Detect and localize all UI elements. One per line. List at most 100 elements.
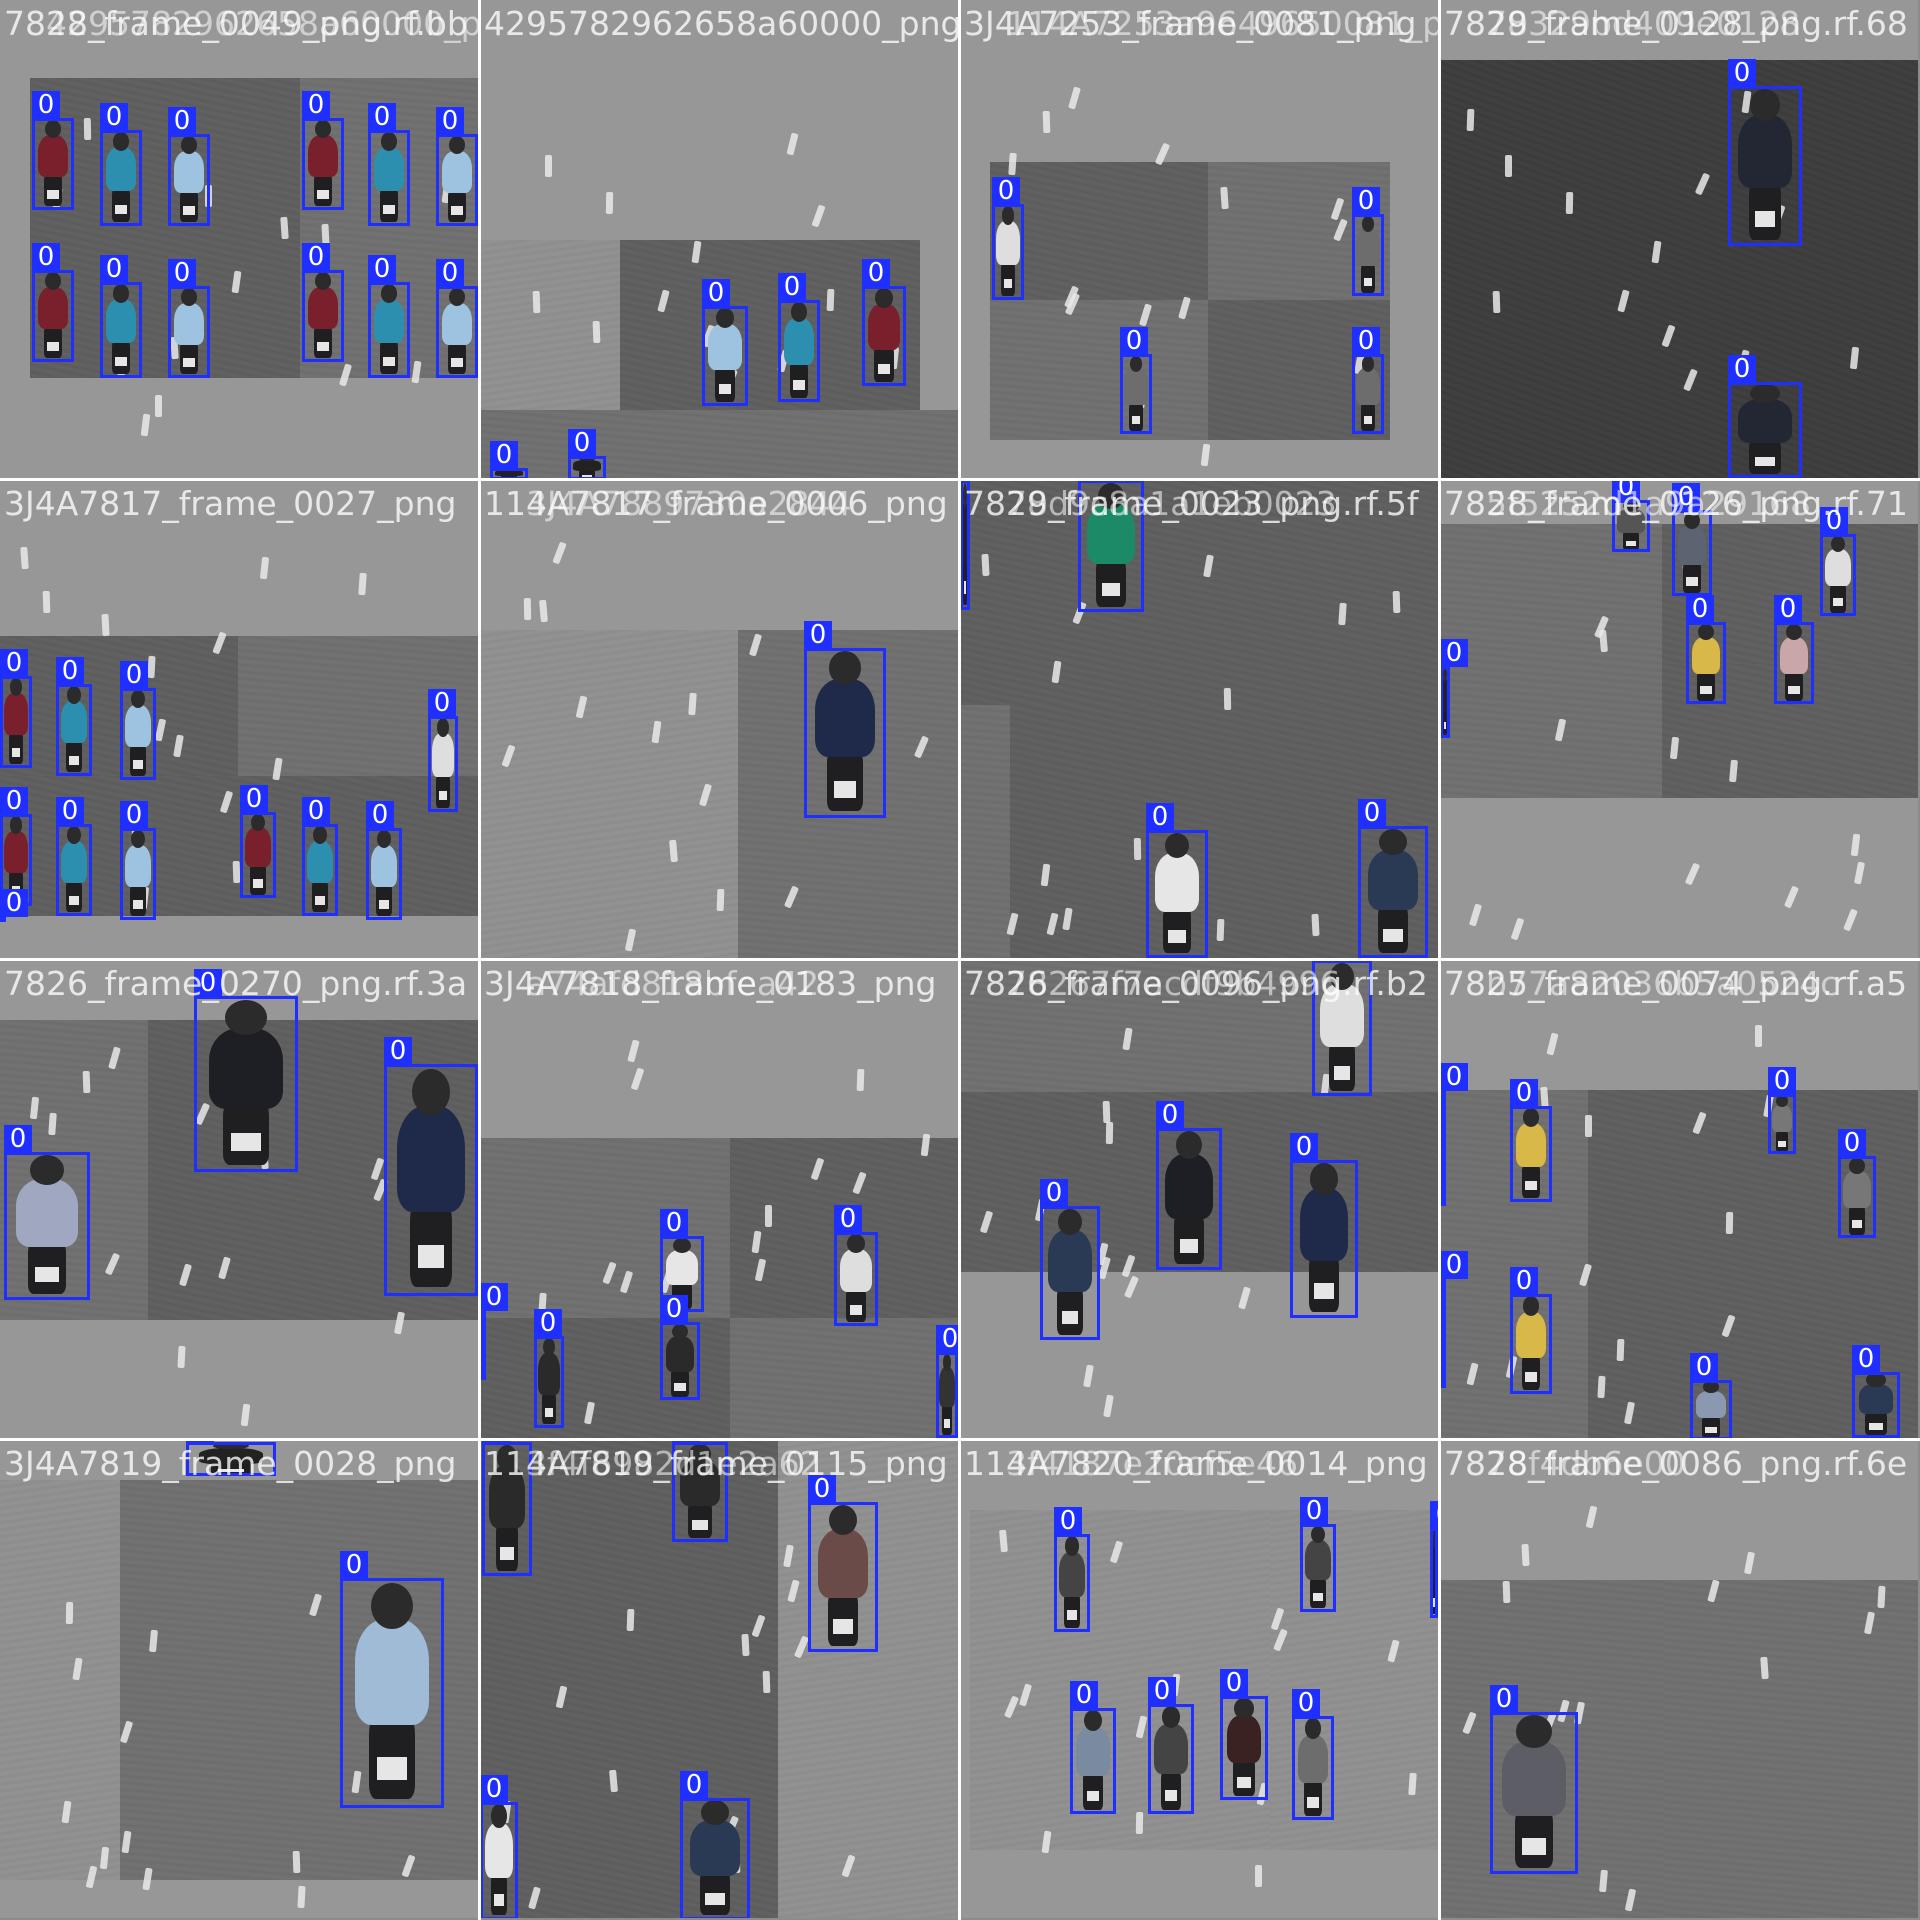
detection-bounding-box[interactable]: 0 bbox=[1040, 1179, 1100, 1340]
detection-bounding-box[interactable]: 0 bbox=[1440, 1251, 1468, 1388]
detection-bounding-box[interactable]: 0 bbox=[368, 103, 410, 226]
class-label: 0 bbox=[1070, 1681, 1098, 1709]
lane-marking bbox=[155, 395, 162, 417]
detection-bounding-box[interactable]: 0 bbox=[1686, 595, 1726, 704]
detection-bounding-box[interactable]: 0 bbox=[490, 441, 528, 478]
detection-bounding-box[interactable]: 0 bbox=[436, 107, 478, 226]
detection-bounding-box[interactable]: 0 bbox=[56, 797, 92, 916]
motorbike-rider bbox=[1686, 622, 1726, 704]
detection-bounding-box[interactable]: 0 bbox=[186, 1440, 276, 1476]
detection-bounding-box[interactable]: 0 bbox=[1728, 59, 1802, 246]
mosaic-tile[interactable]: 0000000000003J4A7817_frame_0027_png bbox=[0, 480, 478, 958]
mosaic-tile[interactable]: 0 114A7817_frame_0006_png 3J4A7889730a2844 bbox=[480, 480, 958, 958]
mosaic-tile[interactable]: 0 0 0 0 0 4295782962658a60000_png bbox=[480, 0, 958, 478]
detection-bounding-box[interactable]: 0 bbox=[168, 107, 210, 226]
detection-bounding-box[interactable]: 0 bbox=[1774, 595, 1814, 704]
mosaic-tile[interactable]: 00007829_frame_0023_png.rf.5f78d9c8a1a1e… bbox=[960, 480, 1438, 958]
detection-bounding-box[interactable]: 0 bbox=[428, 689, 458, 812]
detection-bounding-box[interactable]: 0 bbox=[120, 661, 156, 780]
detection-bounding-box[interactable]: 0 bbox=[568, 429, 606, 478]
detection-bounding-box[interactable]: 0 bbox=[480, 1775, 518, 1918]
detection-bounding-box[interactable]: 0 bbox=[534, 1309, 564, 1428]
detection-bounding-box[interactable]: 0 bbox=[1510, 1079, 1552, 1202]
detection-bounding-box[interactable]: 0 bbox=[936, 1325, 958, 1438]
detection-bounding-box[interactable]: 0 bbox=[436, 259, 478, 378]
detection-bounding-box[interactable]: 0 bbox=[32, 91, 74, 210]
detection-bounding-box[interactable]: 0 bbox=[100, 103, 142, 226]
lane-marking bbox=[1565, 191, 1574, 215]
detection-bounding-box[interactable]: 0 bbox=[862, 259, 906, 386]
detection-bounding-box[interactable]: 0 bbox=[1300, 1497, 1336, 1612]
detection-bounding-box[interactable]: 0 bbox=[302, 91, 344, 210]
detection-bounding-box[interactable]: 0 bbox=[1510, 1267, 1552, 1394]
detection-bounding-box[interactable]: 0 bbox=[340, 1551, 444, 1808]
detection-bounding-box[interactable]: 0 bbox=[1070, 1681, 1116, 1814]
mosaic-tile[interactable]: 0000000114A7820_frame_0014_png3f4187e20c… bbox=[960, 1440, 1438, 1918]
detection-bounding-box[interactable]: 0 bbox=[100, 255, 142, 378]
detection-bounding-box[interactable]: 0 bbox=[1440, 639, 1468, 738]
mosaic-tile[interactable]: 003J4A7819_frame_0028_png bbox=[0, 1440, 478, 1918]
mosaic-tile[interactable]: 0 0 0 0 0 0 0 0 7825_frame_0074_png.rf.a5 b77a820… bbox=[1440, 960, 1918, 1438]
detection-bounding-box[interactable]: 0 bbox=[672, 1440, 728, 1542]
detection-bounding-box[interactable]: 0 bbox=[240, 785, 276, 898]
mosaic-tile[interactable]: 0 7828_frame_0086_png.rf.6e 78f4db6e00 bbox=[1440, 1440, 1918, 1918]
class-label: 0 bbox=[32, 91, 60, 119]
detection-bounding-box[interactable]: 0 bbox=[1768, 1067, 1796, 1154]
detection-bounding-box[interactable]: 0 bbox=[384, 1037, 478, 1296]
detection-bounding-box[interactable]: 0 bbox=[1358, 799, 1428, 958]
detection-bounding-box[interactable]: 0 bbox=[1690, 1353, 1732, 1438]
mosaic-tile[interactable]: 00000114A7819_frame_0115_png3f4f6982d1e2… bbox=[480, 1440, 958, 1918]
detection-bounding-box[interactable]: 0 bbox=[1672, 483, 1712, 596]
detection-bounding-box[interactable]: 0 bbox=[120, 801, 156, 920]
mosaic-tile[interactable]: 0 0 0 0 0 0 3J4A7818_frame_0183_png a74afd818bf… bbox=[480, 960, 958, 1438]
detection-bounding-box[interactable]: 0 bbox=[302, 797, 338, 916]
detection-bounding-box[interactable]: 0 bbox=[808, 1475, 878, 1652]
detection-bounding-box[interactable]: 0 bbox=[1220, 1669, 1268, 1800]
mosaic-tile[interactable]: 0 0 0 7826_frame_0270_png.rf.3a bbox=[0, 960, 478, 1438]
detection-bounding-box[interactable]: 0 bbox=[660, 1209, 704, 1312]
detection-bounding-box[interactable]: 0 bbox=[56, 657, 92, 776]
detection-bounding-box[interactable]: 0 bbox=[0, 649, 32, 768]
detection-bounding-box[interactable]: 0 bbox=[1490, 1685, 1578, 1874]
detection-bounding-box[interactable]: 0 bbox=[1148, 1677, 1194, 1814]
detection-bounding-box[interactable]: 0 bbox=[1352, 187, 1384, 296]
detection-bounding-box[interactable]: 0 bbox=[1352, 327, 1384, 434]
detection-bounding-box[interactable]: 0 bbox=[194, 969, 298, 1172]
detection-bounding-box[interactable]: 0 bbox=[992, 177, 1024, 300]
detection-bounding-box[interactable]: 0 bbox=[1728, 355, 1802, 478]
detection-bounding-box[interactable]: 0 bbox=[1440, 1063, 1468, 1206]
detection-bounding-box[interactable]: 0 bbox=[368, 255, 410, 378]
detection-bounding-box[interactable]: 0 bbox=[1838, 1129, 1876, 1238]
detection-bounding-box[interactable]: 0 bbox=[1146, 803, 1208, 958]
detection-bounding-box[interactable]: 0 bbox=[32, 243, 74, 362]
class-label: 0 bbox=[1768, 1067, 1796, 1095]
detection-bounding-box[interactable]: 0 bbox=[302, 243, 344, 362]
detection-bounding-box[interactable]: 0 bbox=[1430, 1501, 1438, 1618]
detection-bounding-box[interactable]: 0 bbox=[0, 889, 28, 922]
detection-bounding-box[interactable]: 0 bbox=[1290, 1133, 1358, 1318]
detection-bounding-box[interactable]: 0 bbox=[804, 621, 886, 818]
detection-bounding-box[interactable]: 0 bbox=[1820, 507, 1856, 616]
mosaic-tile[interactable]: 0 0 0 0 3J4A7253_frame_0081_png 114A7253a9649… bbox=[960, 0, 1438, 478]
mosaic-tile[interactable]: 0 0 7829_frame_0128_png.rf.68 78329bd409e01… bbox=[1440, 0, 1918, 478]
detection-bounding-box[interactable]: 0 bbox=[834, 1205, 878, 1326]
mosaic-tile[interactable]: 0 0 0 0 0 0 0 0 0 0 0 0 7828_frame_0049_png.rf.bb 429… bbox=[0, 0, 478, 478]
detection-bounding-box[interactable]: 0 bbox=[1054, 1507, 1090, 1632]
detection-bounding-box[interactable]: 0 bbox=[1120, 327, 1152, 434]
detection-bounding-box[interactable]: 0 bbox=[1852, 1345, 1900, 1438]
detection-bounding-box[interactable]: 0 bbox=[1612, 480, 1650, 552]
detection-bounding-box[interactable]: 0 bbox=[702, 279, 748, 406]
detection-bounding-box[interactable]: 0 bbox=[778, 273, 820, 402]
mosaic-tile[interactable]: 00007826_frame_0096_png.rf.b278267f7acdf… bbox=[960, 960, 1438, 1438]
detection-bounding-box[interactable]: 0 bbox=[680, 1771, 750, 1918]
detection-bounding-box[interactable]: 0 bbox=[168, 259, 210, 378]
detection-bounding-box[interactable]: 0 bbox=[366, 801, 402, 920]
mosaic-tile[interactable]: 0 0 0 0 0 0 7828_frame_0126_png.rf.71 5f5252d1a… bbox=[1440, 480, 1918, 958]
detection-bounding-box[interactable]: 0 bbox=[1156, 1101, 1222, 1270]
detection-bounding-box[interactable]: 0 bbox=[4, 1125, 90, 1300]
detection-bounding-box[interactable]: 0 bbox=[1292, 1689, 1334, 1820]
detection-bounding-box[interactable]: 0 bbox=[482, 1440, 532, 1576]
class-label: 0 bbox=[120, 661, 148, 689]
detection-bounding-box[interactable]: 0 bbox=[480, 1283, 508, 1380]
detection-bounding-box[interactable]: 0 bbox=[660, 1295, 700, 1400]
